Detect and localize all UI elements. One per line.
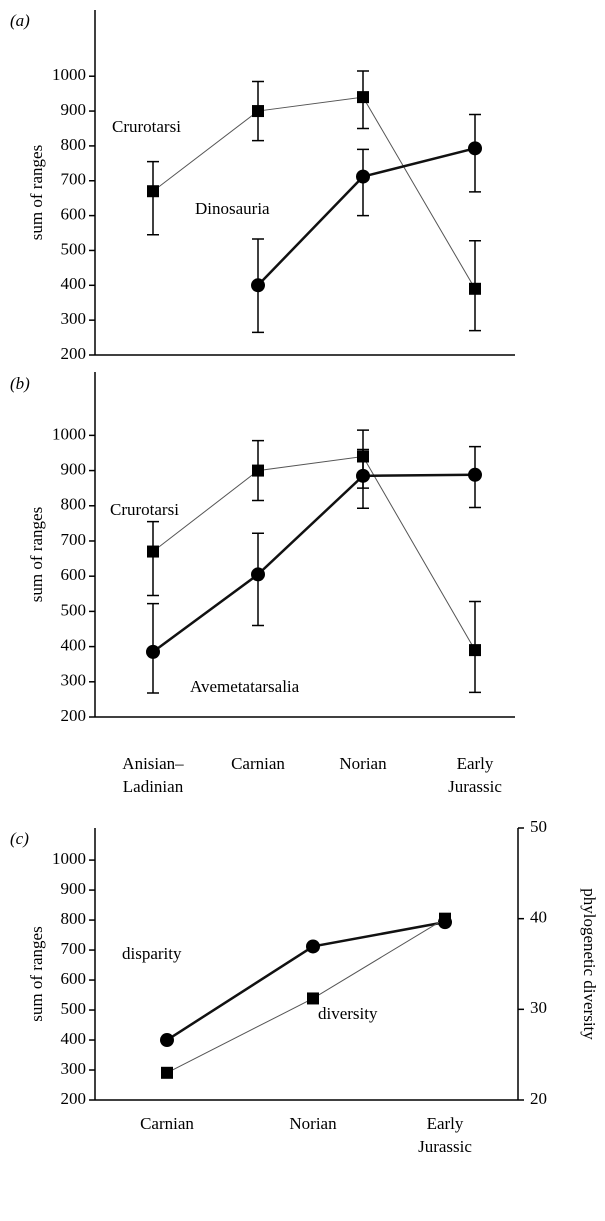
annotation: Crurotarsi xyxy=(112,117,181,136)
series-line xyxy=(166,920,446,1042)
annotation: disparity xyxy=(122,944,182,963)
marker xyxy=(252,464,264,477)
marker xyxy=(160,1033,174,1048)
marker xyxy=(357,91,369,104)
x-tick-label: Carnian xyxy=(231,754,285,773)
y2-tick-label: 30 xyxy=(530,998,547,1017)
y2-axis-label: phylogenetic diversity xyxy=(580,888,599,1040)
panel-label: (b) xyxy=(10,374,30,393)
y-axis-label: sum of ranges xyxy=(27,926,46,1021)
series-line xyxy=(152,455,476,651)
marker xyxy=(469,282,481,295)
y-tick-label: 800 xyxy=(61,909,87,928)
y-tick-label: 200 xyxy=(61,1089,87,1108)
panel: (a) sum of ranges 200 300 400 500 600 700 800 900… xyxy=(10,10,515,363)
y-tick-label: 400 xyxy=(61,635,87,654)
y-tick-label: 1000 xyxy=(52,65,86,84)
y-tick-label: 900 xyxy=(61,879,87,898)
series-line xyxy=(152,96,476,290)
marker xyxy=(468,141,482,156)
y-tick-label: 300 xyxy=(61,671,87,690)
y-axis-label: sum of ranges xyxy=(27,507,46,602)
y-tick-label: 1000 xyxy=(52,424,86,443)
x-tick-label: Anisian– Ladinian xyxy=(122,754,184,796)
y-tick-label: 500 xyxy=(61,999,87,1018)
y-tick-label: 300 xyxy=(61,1059,87,1078)
annotation: Crurotarsi xyxy=(110,500,179,519)
marker xyxy=(146,644,160,659)
marker xyxy=(252,105,264,118)
annotation: Dinosauria xyxy=(195,199,270,218)
y-tick-label: 400 xyxy=(61,1029,87,1048)
panel: (c) sum of ranges 200 300 400 500 600 700 800 900… xyxy=(10,817,599,1156)
y-tick-label: 200 xyxy=(61,344,87,363)
y-tick-label: 700 xyxy=(61,939,87,958)
series-line xyxy=(152,473,476,653)
marker xyxy=(356,468,370,483)
y-tick-label: 900 xyxy=(61,100,87,119)
marker xyxy=(468,467,482,482)
marker xyxy=(251,567,265,582)
y2-tick-label: 50 xyxy=(530,817,547,836)
marker xyxy=(161,1066,173,1079)
series-line xyxy=(257,147,476,287)
marker xyxy=(251,278,265,293)
marker xyxy=(147,185,159,198)
y-tick-label: 900 xyxy=(61,459,87,478)
marker xyxy=(306,939,320,954)
error-bar xyxy=(147,520,159,597)
marker xyxy=(307,992,319,1005)
panel-label: (c) xyxy=(10,829,29,848)
annotation: diversity xyxy=(318,1004,378,1023)
y2-tick-label: 40 xyxy=(530,908,547,927)
panel-label: (a) xyxy=(10,11,30,30)
marker xyxy=(356,169,370,184)
x-tick-label: Early Jurassic xyxy=(448,754,502,796)
error-bar xyxy=(147,160,159,236)
y-tick-label: 500 xyxy=(61,600,87,619)
y-tick-label: 700 xyxy=(61,170,87,189)
y-tick-label: 400 xyxy=(61,274,87,293)
y-tick-label: 800 xyxy=(61,495,87,514)
y-tick-label: 300 xyxy=(61,309,87,328)
x-tick-label: Carnian xyxy=(140,1114,194,1133)
annotation: Avemetatarsalia xyxy=(190,677,300,696)
y-tick-label: 500 xyxy=(61,239,87,258)
marker xyxy=(147,545,159,558)
panel: (b) sum of ranges 200 300 400 500 600 700 800 900… xyxy=(10,372,515,796)
y-tick-label: 600 xyxy=(61,205,87,224)
y-tick-label: 600 xyxy=(61,969,87,988)
series-line xyxy=(166,918,446,1074)
y-tick-label: 800 xyxy=(61,135,87,154)
y-tick-label: 1000 xyxy=(52,849,86,868)
y-tick-label: 200 xyxy=(61,706,87,725)
x-tick-label: Early Jurassic xyxy=(418,1114,472,1156)
y-tick-label: 600 xyxy=(61,565,87,584)
y-axis-label: sum of ranges xyxy=(27,145,46,240)
x-tick-label: Norian xyxy=(339,754,387,773)
marker xyxy=(469,644,481,657)
y2-tick-label: 20 xyxy=(530,1089,547,1108)
x-tick-label: Norian xyxy=(289,1114,337,1133)
marker xyxy=(439,912,451,925)
y-tick-label: 700 xyxy=(61,530,87,549)
